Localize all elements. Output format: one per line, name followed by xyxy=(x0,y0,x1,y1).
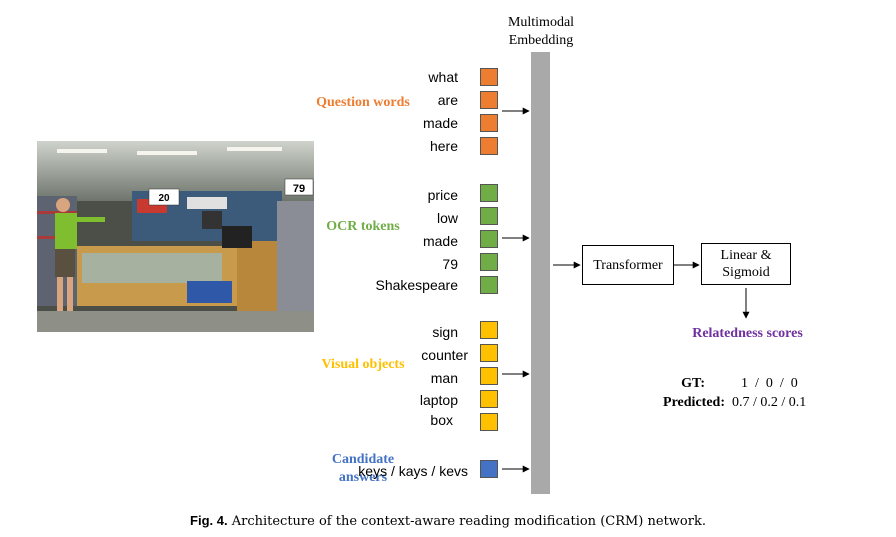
question-token: what xyxy=(428,69,458,85)
ocr-token: made xyxy=(422,233,458,249)
candidate-answer-token: keys / kays / kevs xyxy=(358,463,468,479)
question-embedding-box xyxy=(480,114,498,132)
figure-caption: Fig. 4. Architecture of the context-awar… xyxy=(0,513,896,529)
linear-sigmoid-block: Linear & Sigmoid xyxy=(701,243,791,285)
store-photo: 20 79 xyxy=(37,141,314,332)
ocr-embedding-box xyxy=(480,253,498,271)
relatedness-scores-label: Relatedness scores xyxy=(692,326,803,341)
ocr-token: Shakespeare xyxy=(375,277,458,293)
visual-object-token: man xyxy=(430,370,458,386)
gt-values: 1 / 0 / 0 xyxy=(741,376,798,391)
caption-fig-number: Fig. 4. xyxy=(190,513,228,528)
question-words-label: Question words xyxy=(316,95,410,110)
ocr-tokens-label: OCR tokens xyxy=(326,219,400,234)
ocr-token: 79 xyxy=(442,256,458,272)
predicted-values: 0.7 / 0.2 / 0.1 xyxy=(732,395,807,410)
question-embedding-box xyxy=(480,68,498,86)
ocr-token: low xyxy=(436,210,458,226)
visual-object-token: laptop xyxy=(419,392,458,408)
visual-embedding-box xyxy=(480,344,498,362)
right-price-sign: 79 xyxy=(293,183,305,195)
visual-embedding-box xyxy=(480,367,498,385)
ocr-embedding-box xyxy=(480,230,498,248)
transformer-block: Transformer xyxy=(582,245,674,285)
visual-objects-label: Visual objects xyxy=(321,357,405,372)
predicted-key: Predicted: xyxy=(663,395,725,410)
multimodal-embedding-bar xyxy=(531,52,550,494)
visual-embedding-box xyxy=(480,390,498,408)
question-token: made xyxy=(422,115,458,131)
ocr-embedding-box xyxy=(480,207,498,225)
question-embedding-box xyxy=(480,91,498,109)
visual-object-token: box xyxy=(430,412,453,428)
store-scene: 20 79 xyxy=(37,141,314,332)
embedding-title: Multimodal Embedding xyxy=(507,15,575,48)
visual-embedding-box xyxy=(480,413,498,431)
visual-embedding-box xyxy=(480,321,498,339)
question-token: are xyxy=(437,92,458,108)
question-embedding-box xyxy=(480,137,498,155)
left-price-sign: 20 xyxy=(158,193,170,204)
ocr-embedding-box xyxy=(480,184,498,202)
visual-object-token: sign xyxy=(432,324,458,340)
question-token: here xyxy=(429,138,458,154)
visual-object-token: counter xyxy=(421,347,468,363)
gt-key: GT: xyxy=(681,376,705,391)
candidate-answers-label: Candidate answers xyxy=(331,452,395,485)
candidate-embedding-box xyxy=(480,460,498,478)
caption-text: Architecture of the context-aware readin… xyxy=(231,514,706,529)
ocr-embedding-box xyxy=(480,276,498,294)
ocr-token: price xyxy=(427,187,458,203)
